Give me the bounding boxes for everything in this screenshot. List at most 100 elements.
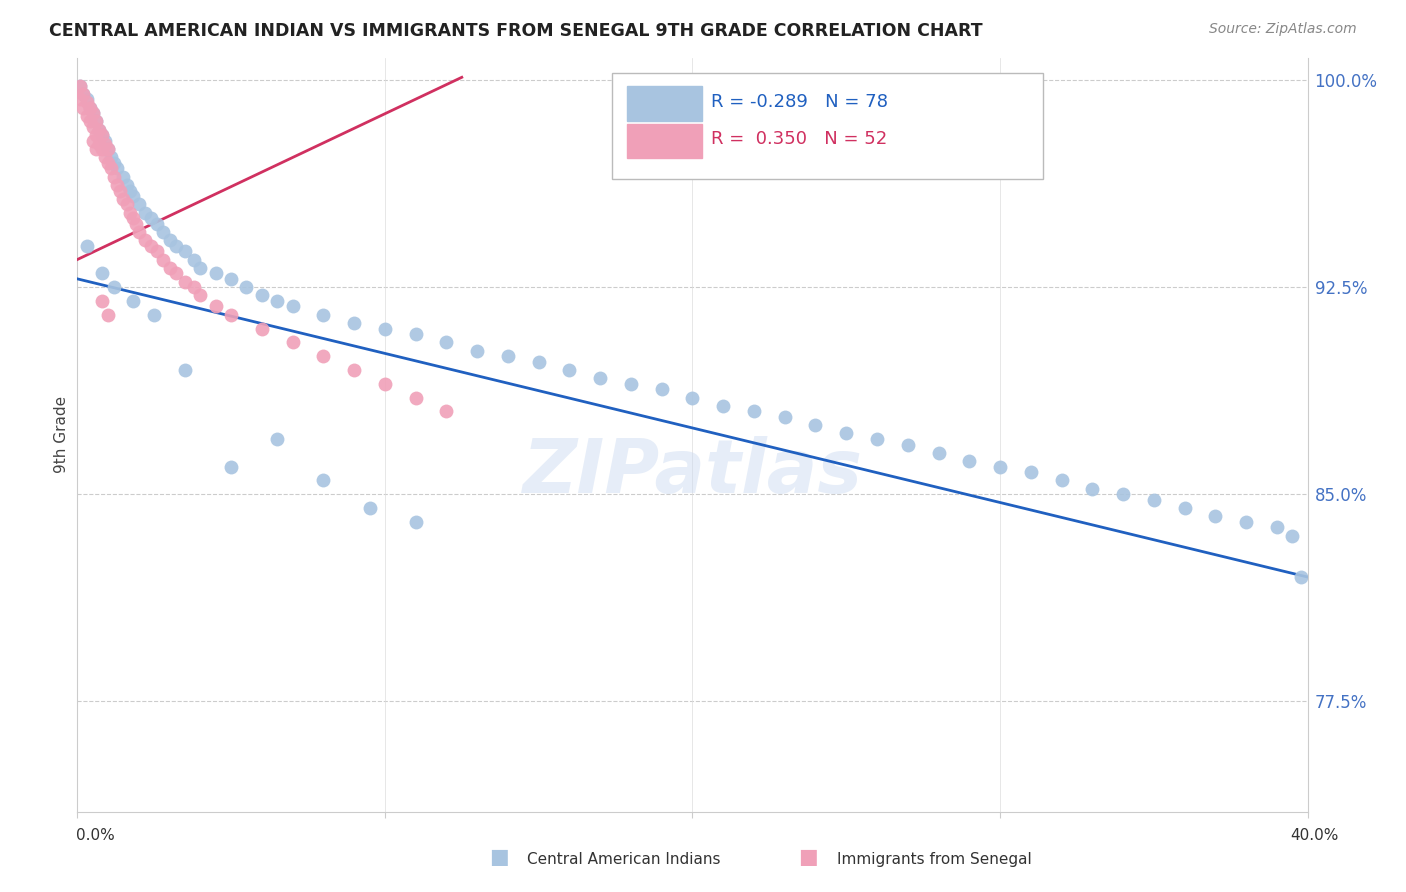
Point bbox=[250, 321, 273, 335]
Point bbox=[436, 404, 458, 418]
Point bbox=[1281, 528, 1303, 542]
Point bbox=[94, 134, 117, 148]
Point bbox=[165, 238, 187, 252]
Point bbox=[152, 252, 174, 267]
Point bbox=[146, 244, 169, 259]
Point bbox=[94, 150, 117, 164]
Point bbox=[405, 327, 427, 342]
Point bbox=[82, 120, 104, 134]
Point bbox=[1234, 515, 1257, 529]
Point bbox=[343, 316, 366, 330]
Point bbox=[143, 308, 166, 322]
Point bbox=[112, 192, 135, 206]
Point bbox=[103, 156, 125, 170]
Point bbox=[496, 349, 519, 363]
FancyBboxPatch shape bbox=[627, 86, 703, 120]
Text: Central American Indians: Central American Indians bbox=[527, 852, 721, 867]
FancyBboxPatch shape bbox=[627, 124, 703, 158]
Text: 0.0%: 0.0% bbox=[76, 828, 115, 843]
Point bbox=[1265, 520, 1288, 534]
Point bbox=[219, 272, 242, 286]
Point bbox=[219, 459, 242, 474]
Point bbox=[110, 184, 132, 198]
Point bbox=[866, 432, 889, 446]
Point bbox=[105, 161, 128, 176]
Text: CENTRAL AMERICAN INDIAN VS IMMIGRANTS FROM SENEGAL 9TH GRADE CORRELATION CHART: CENTRAL AMERICAN INDIAN VS IMMIGRANTS FR… bbox=[49, 22, 983, 40]
Point bbox=[90, 266, 114, 280]
Point bbox=[359, 501, 381, 516]
Point bbox=[651, 382, 673, 396]
Point bbox=[527, 354, 550, 368]
Point bbox=[100, 161, 122, 176]
Point bbox=[90, 142, 114, 156]
Point bbox=[711, 399, 734, 413]
Point bbox=[118, 205, 141, 219]
Point bbox=[266, 432, 288, 446]
Point bbox=[312, 349, 335, 363]
Point bbox=[105, 178, 128, 192]
Point bbox=[112, 169, 135, 184]
Point bbox=[90, 293, 114, 308]
Point bbox=[103, 169, 125, 184]
Point bbox=[589, 371, 612, 385]
Point bbox=[84, 128, 107, 143]
Point bbox=[97, 142, 120, 156]
Point bbox=[1081, 482, 1104, 496]
Point bbox=[436, 335, 458, 350]
Point bbox=[465, 343, 488, 358]
Text: ■: ■ bbox=[489, 847, 509, 867]
Point bbox=[76, 95, 98, 110]
Point bbox=[312, 308, 335, 322]
Point bbox=[97, 142, 120, 156]
Point bbox=[118, 184, 141, 198]
Point bbox=[165, 266, 187, 280]
Point bbox=[1112, 487, 1135, 501]
Point bbox=[1050, 474, 1073, 488]
Point bbox=[69, 92, 91, 106]
Point bbox=[183, 252, 205, 267]
Point bbox=[804, 418, 827, 433]
Point bbox=[266, 293, 288, 308]
Y-axis label: 9th Grade: 9th Grade bbox=[53, 396, 69, 474]
Point bbox=[90, 128, 114, 143]
Point bbox=[134, 233, 156, 247]
Point bbox=[1204, 509, 1226, 524]
Point bbox=[84, 114, 107, 128]
Text: ■: ■ bbox=[799, 847, 818, 867]
Point bbox=[84, 142, 107, 156]
Point bbox=[87, 136, 110, 151]
Point bbox=[281, 300, 304, 314]
Text: 40.0%: 40.0% bbox=[1291, 828, 1339, 843]
Point bbox=[72, 87, 94, 101]
Point bbox=[141, 211, 163, 226]
Point bbox=[72, 101, 94, 115]
Point bbox=[100, 150, 122, 164]
Text: R = -0.289   N = 78: R = -0.289 N = 78 bbox=[711, 93, 889, 111]
FancyBboxPatch shape bbox=[613, 73, 1043, 178]
Point bbox=[281, 335, 304, 350]
Point bbox=[174, 244, 197, 259]
Point bbox=[134, 205, 156, 219]
Point bbox=[115, 197, 138, 211]
Point bbox=[957, 454, 980, 468]
Point bbox=[928, 446, 950, 460]
Point bbox=[235, 280, 257, 294]
Point bbox=[835, 426, 858, 441]
Point bbox=[558, 363, 581, 377]
Point bbox=[121, 189, 143, 203]
Point bbox=[87, 122, 110, 136]
Point bbox=[204, 266, 226, 280]
Point bbox=[174, 363, 197, 377]
Text: Immigrants from Senegal: Immigrants from Senegal bbox=[837, 852, 1032, 867]
Point bbox=[405, 515, 427, 529]
Point bbox=[141, 238, 163, 252]
Point bbox=[125, 217, 148, 231]
Point bbox=[152, 225, 174, 239]
Point bbox=[94, 136, 117, 151]
Point bbox=[82, 134, 104, 148]
Point bbox=[103, 280, 125, 294]
Point bbox=[174, 275, 197, 289]
Point bbox=[146, 217, 169, 231]
Point bbox=[121, 293, 143, 308]
Point bbox=[76, 109, 98, 123]
